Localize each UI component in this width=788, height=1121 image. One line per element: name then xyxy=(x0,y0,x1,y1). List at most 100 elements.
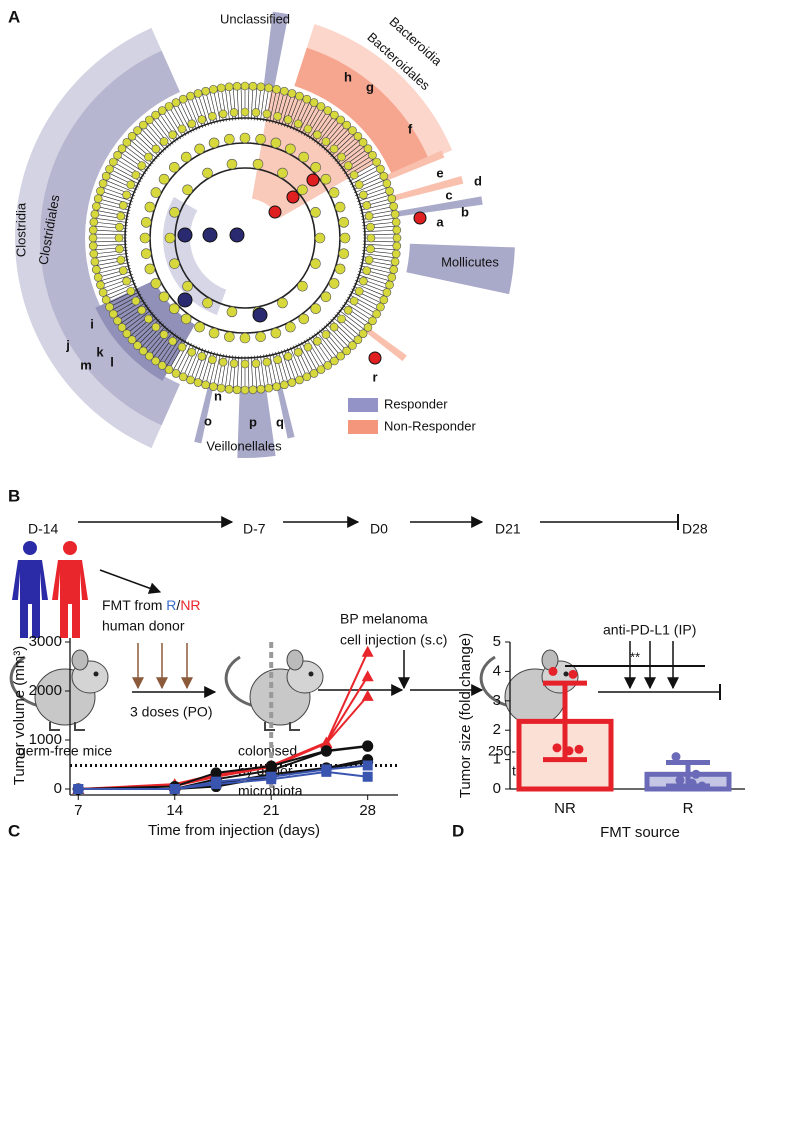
clade-letter: k xyxy=(96,344,104,359)
mouse-tail xyxy=(224,655,261,709)
node xyxy=(277,167,288,179)
clade-wedge xyxy=(294,47,430,176)
clade-wedge xyxy=(162,197,227,316)
node xyxy=(144,201,156,213)
marker xyxy=(320,737,333,749)
y-axis-label: Tumor volume (mm³) xyxy=(11,646,28,785)
branch xyxy=(269,353,277,387)
branch xyxy=(332,316,359,340)
marker xyxy=(169,784,180,794)
node xyxy=(334,263,346,275)
node xyxy=(336,351,345,361)
clade-letter: p xyxy=(249,414,257,429)
clade-wedge xyxy=(382,150,445,182)
node xyxy=(316,365,326,374)
branch xyxy=(93,240,128,243)
node xyxy=(133,126,142,135)
node xyxy=(255,331,266,343)
clade-letter: m xyxy=(80,357,92,372)
node xyxy=(240,385,250,395)
node xyxy=(178,94,188,104)
fmt-part: / xyxy=(176,597,180,613)
clade-wedge xyxy=(276,383,295,439)
node xyxy=(376,164,385,174)
fmt-part: FMT from xyxy=(102,597,166,613)
y-tick-label: 2 xyxy=(493,721,501,738)
node xyxy=(368,316,377,326)
node xyxy=(182,280,193,292)
data-point xyxy=(691,769,701,779)
branch xyxy=(197,93,209,126)
node xyxy=(321,137,331,146)
branch xyxy=(269,89,277,123)
branch xyxy=(224,87,230,122)
node xyxy=(287,89,297,98)
clade-letter: i xyxy=(90,316,94,331)
node xyxy=(349,296,359,306)
branch xyxy=(143,325,167,352)
node xyxy=(392,225,402,235)
node xyxy=(229,359,239,368)
node xyxy=(391,249,401,259)
node xyxy=(218,357,228,367)
node xyxy=(93,273,103,282)
y-tick-label: 0 xyxy=(54,780,62,797)
node xyxy=(115,244,124,254)
node xyxy=(92,202,101,211)
data-point xyxy=(671,752,681,762)
node xyxy=(202,227,218,243)
series-line xyxy=(78,770,368,790)
node xyxy=(251,359,261,368)
node xyxy=(150,278,162,289)
clade-letter: r xyxy=(372,369,377,384)
node xyxy=(145,115,154,125)
injection-label: BP melanoma xyxy=(340,611,428,627)
node xyxy=(193,378,203,387)
node xyxy=(140,248,152,259)
branch xyxy=(362,243,397,247)
branch xyxy=(361,253,396,259)
branch xyxy=(152,331,174,359)
clade-wedge xyxy=(194,383,214,444)
branch xyxy=(131,136,158,160)
node xyxy=(256,82,266,92)
branch xyxy=(131,316,158,340)
node xyxy=(113,150,122,160)
mouse-feet xyxy=(264,722,300,731)
node xyxy=(310,207,321,218)
day-label: D21 xyxy=(495,521,521,537)
node xyxy=(320,173,332,185)
node xyxy=(113,316,122,326)
node xyxy=(158,173,170,185)
node xyxy=(127,131,137,141)
branch xyxy=(309,110,329,140)
clade-letter: d xyxy=(474,173,482,188)
branch xyxy=(316,331,338,359)
node xyxy=(177,292,193,308)
branch xyxy=(289,346,304,379)
marker xyxy=(321,766,332,777)
node xyxy=(382,288,392,297)
node xyxy=(164,102,174,111)
branch xyxy=(236,86,240,121)
node xyxy=(358,329,368,338)
ring xyxy=(124,117,366,359)
y-axis-label: Tumor size (fold change) xyxy=(457,633,474,798)
clade-label: Veillonellales xyxy=(206,438,282,453)
branch xyxy=(93,229,128,233)
clade-wedge xyxy=(363,326,407,362)
mice-label: germ-free mice xyxy=(18,743,112,759)
mouse-eye xyxy=(308,671,314,677)
node xyxy=(389,265,398,274)
node xyxy=(342,346,352,356)
node xyxy=(169,258,180,269)
human-head xyxy=(63,541,77,555)
branch xyxy=(353,179,386,194)
data-point xyxy=(574,744,584,754)
node xyxy=(226,306,238,318)
node xyxy=(116,255,126,265)
node xyxy=(368,351,382,365)
branch xyxy=(247,86,250,121)
node xyxy=(264,83,274,93)
day-label: D-7 xyxy=(243,521,266,537)
